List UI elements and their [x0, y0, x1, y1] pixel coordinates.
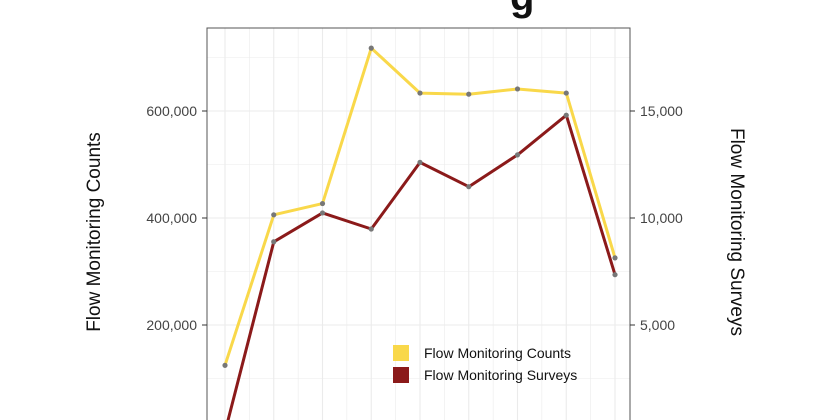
data-points — [222, 45, 618, 368]
data-point — [612, 255, 618, 261]
legend-label: Flow Monitoring Counts — [424, 345, 571, 361]
chart-title-fragment: g — [510, 0, 534, 19]
data-point — [319, 200, 326, 207]
right-tick-label: 15,000 — [640, 103, 683, 119]
data-point — [514, 86, 521, 92]
right-tick-label: 5,000 — [640, 317, 675, 333]
data-point — [271, 212, 277, 218]
data-point — [563, 90, 569, 96]
legend-swatch — [393, 367, 409, 383]
left-axis: 200,000 400,000 600,000 — [146, 103, 207, 333]
data-point — [368, 226, 374, 232]
legend-swatch — [393, 345, 409, 361]
legend: Flow Monitoring Counts Flow Monitoring Su… — [393, 345, 577, 383]
data-point — [417, 90, 423, 96]
left-axis-title: Flow Monitoring Counts — [84, 132, 105, 332]
data-point — [466, 91, 472, 97]
plot-frame — [206, 27, 631, 420]
data-point — [222, 362, 228, 368]
data-point — [563, 112, 569, 118]
data-point — [319, 210, 326, 216]
left-tick-label: 600,000 — [146, 103, 197, 119]
data-point — [368, 45, 374, 51]
right-axis-title: Flow Monitoring Surveys — [726, 128, 747, 336]
data-point — [271, 239, 277, 245]
data-point — [612, 272, 618, 278]
data-point — [466, 184, 472, 190]
data-point — [514, 152, 521, 158]
legend-label: Flow Monitoring Surveys — [424, 367, 577, 383]
data-point — [417, 159, 423, 165]
right-axis: 5,000 10,000 15,000 — [630, 103, 683, 333]
left-tick-label: 400,000 — [146, 210, 197, 226]
left-tick-label: 200,000 — [146, 317, 197, 333]
right-tick-label: 10,000 — [640, 210, 683, 226]
